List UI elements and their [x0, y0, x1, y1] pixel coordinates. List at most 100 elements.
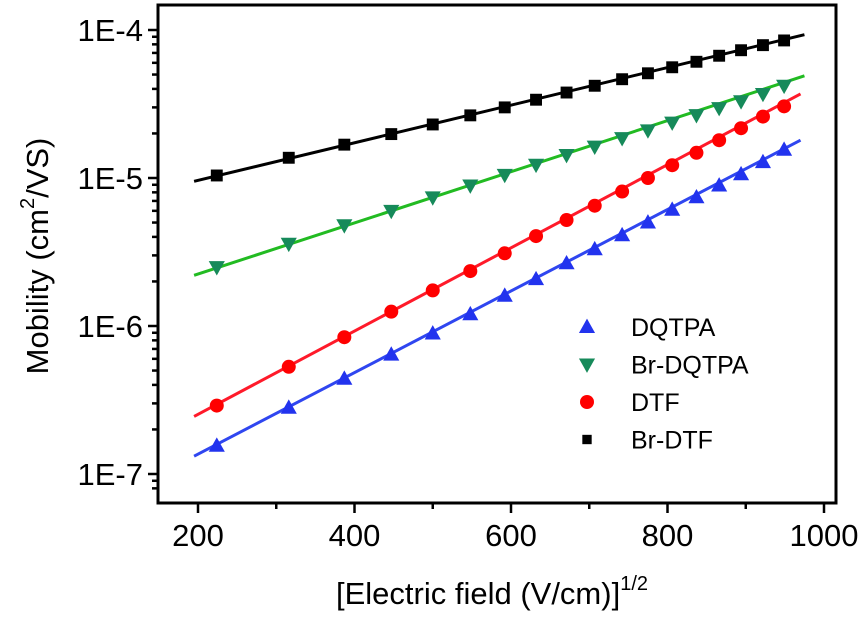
fit-line-br-dqtpa: [193, 74, 805, 277]
y-axis-title: Mobility (cm2/VS): [17, 138, 55, 375]
data-point: [615, 184, 630, 199]
x-axis-title-main: [Electric field (V/cm)]: [336, 576, 620, 611]
series-br-dqtpa: [193, 74, 805, 277]
data-point: [588, 79, 601, 92]
legend-marker: [580, 395, 594, 409]
data-point: [463, 264, 478, 279]
data-point: [497, 246, 512, 261]
data-point: [384, 304, 399, 319]
data-point: [711, 102, 728, 117]
data-point: [689, 145, 704, 160]
legend: DQTPA Br-DQTPA DTF Br-DTF: [578, 314, 749, 455]
data-point: [426, 118, 439, 131]
legend-label: DQTPA: [631, 314, 716, 342]
data-point: [713, 49, 726, 62]
data-point: [498, 101, 511, 114]
data-point: [586, 140, 603, 155]
data-point: [464, 109, 477, 122]
data-point: [424, 191, 441, 206]
data-point: [735, 44, 748, 57]
x-tick-label: 600: [485, 518, 537, 553]
data-point: [712, 133, 727, 148]
data-point: [776, 79, 793, 95]
data-point: [280, 399, 297, 414]
x-tick-label: 800: [642, 518, 694, 553]
legend-item: Br-DTF: [582, 427, 713, 455]
data-point: [496, 287, 513, 302]
y-axis-title-superscript: 2: [17, 198, 39, 209]
data-point: [425, 283, 440, 298]
legend-marker: [582, 434, 592, 445]
data-point: [209, 398, 224, 413]
data-point: [616, 73, 629, 86]
data-point: [496, 168, 513, 184]
y-tick-label: 1E-5: [78, 161, 143, 196]
data-point: [754, 153, 772, 169]
data-point: [558, 149, 575, 164]
series-dqtpa: [193, 138, 802, 458]
data-point: [754, 87, 772, 103]
data-point: [587, 198, 602, 213]
data-point: [558, 254, 575, 270]
legend-marker: [578, 358, 596, 373]
data-point: [527, 270, 545, 286]
data-point: [778, 34, 791, 47]
data-point: [733, 95, 750, 110]
data-point: [383, 346, 400, 361]
data-point: [336, 370, 353, 385]
x-tick-label: 200: [172, 518, 224, 553]
data-point: [383, 204, 400, 220]
data-point: [337, 330, 352, 345]
y-tick-label: 1E-4: [78, 13, 143, 48]
data-point: [208, 261, 225, 276]
legend-item: DQTPA: [578, 314, 716, 342]
data-point: [281, 359, 296, 374]
x-axis-title: [Electric field (V/cm)]1/2: [336, 573, 648, 611]
x-tick-label: 1000: [790, 518, 859, 553]
data-point: [529, 229, 544, 244]
data-point: [690, 55, 703, 68]
legend-marker: [578, 318, 596, 333]
x-axis-title-superscript: 1/2: [620, 573, 648, 595]
legend-item: DTF: [580, 389, 680, 417]
data-point: [462, 179, 479, 194]
data-point: [666, 61, 679, 74]
tick-labels: 200 400 600 800 1000 1E-7 1E-6 1E-5 1E-4: [78, 13, 859, 553]
data-point: [755, 109, 770, 124]
x-tick-label: 400: [329, 518, 381, 553]
data-point: [639, 214, 656, 229]
data-point: [734, 121, 749, 136]
y-axis-title-prefix: Mobility (cm: [20, 209, 55, 374]
legend-label: Br-DTF: [631, 427, 713, 455]
plot-area: [193, 33, 805, 458]
data-point: [282, 151, 295, 164]
data-point: [711, 177, 728, 192]
data-point: [776, 141, 793, 156]
data-point: [385, 128, 398, 141]
legend-item: Br-DQTPA: [578, 352, 749, 380]
data-point: [664, 116, 681, 131]
data-point: [559, 213, 574, 228]
data-point: [688, 188, 705, 204]
data-point: [777, 99, 792, 114]
data-point: [757, 39, 769, 52]
y-tick-label: 1E-7: [78, 457, 143, 492]
data-point: [688, 109, 705, 124]
data-point: [210, 169, 223, 182]
series-br-dtf: [193, 33, 805, 183]
data-point: [733, 165, 750, 181]
data-point: [641, 67, 654, 80]
axis-ticks: [148, 28, 826, 513]
data-point: [614, 226, 631, 242]
data-point: [640, 171, 655, 185]
fit-line-dqtpa: [193, 138, 802, 458]
data-point: [462, 305, 479, 321]
data-point: [424, 325, 441, 340]
legend-label: Br-DQTPA: [631, 352, 749, 380]
y-tick-label: 1E-6: [78, 309, 143, 344]
data-point: [280, 237, 297, 253]
y-axis-title-suffix: /VS): [20, 138, 55, 198]
data-point: [336, 219, 353, 234]
data-point: [208, 437, 225, 452]
legend-label: DTF: [631, 389, 680, 417]
